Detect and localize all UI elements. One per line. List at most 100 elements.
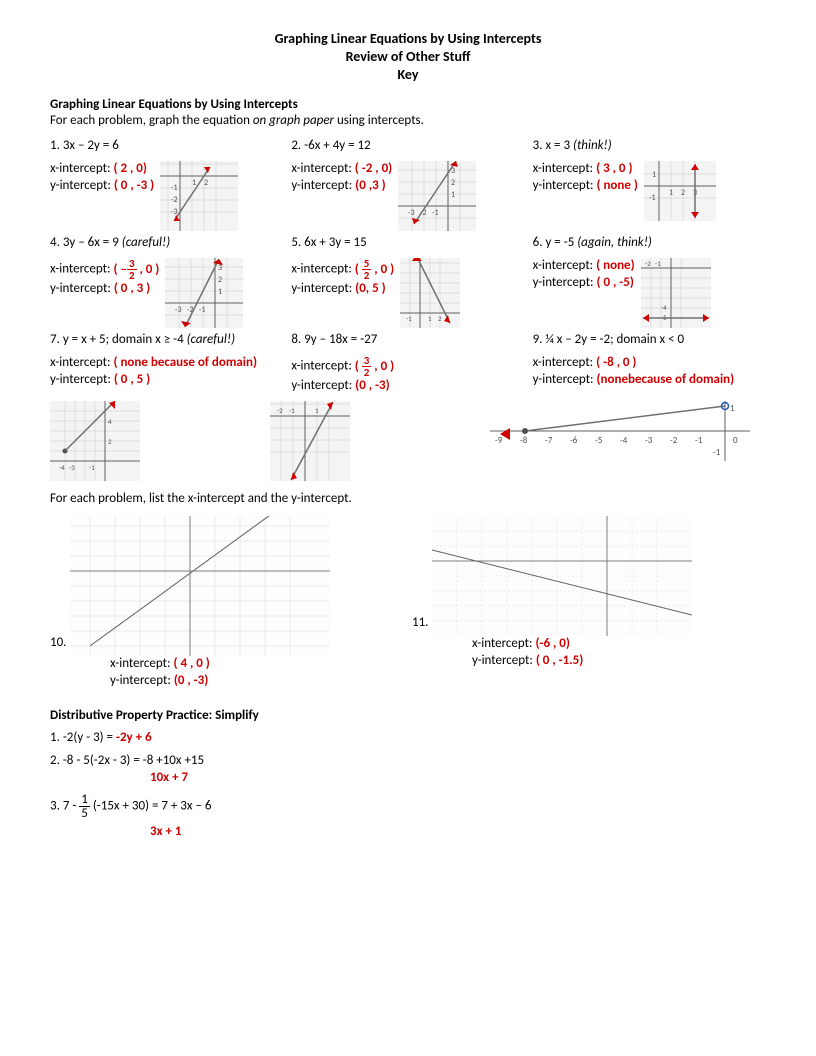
p9-yans: (nonebecause of domain) [596,372,734,387]
p1-xlabel: x-intercept: [50,161,113,176]
p7-eq: y = x + 5; domain x ≥ -4 [63,332,187,347]
svg-text:-1: -1 [649,193,656,203]
dist-1: 1. -2(y - 3) = -2y + 6 [50,730,766,747]
row-2: 4. 3y – 6x = 9 (careful!) x-intercept: (… [50,235,766,328]
problem-9: 9. ¼ x – 2y = -2; domain x < 0 x-interce… [533,332,766,395]
svg-text:1: 1 [730,403,735,414]
p6-ylabel: y-intercept: [533,275,597,290]
d3-expr-post: (-15x + 30) = 7 + 3x – 6 [90,799,212,814]
p1-eq: 3x – 2y = 6 [63,138,119,153]
svg-text:-4: -4 [661,303,667,312]
graph-6: -2-1 -4-5 [641,258,711,328]
problem-2: 2. -6x + 4y = 12 x-intercept: ( -2 , 0) … [291,138,524,231]
svg-text:-1: -1 [695,435,703,446]
p3-ylabel: y-intercept: [533,178,597,193]
svg-text:-1: -1 [89,463,95,472]
d1-expr: -2(y - 3) = [63,730,116,745]
p11-xlabel: x-intercept: [472,636,535,651]
section1-heading: Graphing Linear Equations by Using Inter… [50,97,766,114]
svg-text:2: 2 [451,178,455,188]
p2-eq: -6x + 4y = 12 [304,138,371,153]
problem-7: 7. y = x + 5; domain x ≥ -4 (careful!) x… [50,332,283,395]
p9-num: 9. [533,332,543,347]
p7-ylabel: y-intercept: [50,372,114,387]
p9-eq: ¼ x – 2y = -2; domain x < 0 [545,332,684,347]
svg-text:-7: -7 [545,435,553,446]
d1-ans: -2y + 6 [116,730,152,745]
problem-1: 1. 3x – 2y = 6 x-intercept: ( 2 , 0) y-i… [50,138,283,231]
svg-text:1: 1 [218,287,222,297]
instr-post: using intercepts. [334,113,424,128]
p7-xlabel: x-intercept: [50,355,113,370]
p4-num: 4. [50,235,60,250]
graph-7: -4-3-1 24 [50,401,140,481]
graph-4: -3-2-1 123 [165,258,243,328]
svg-text:-5: -5 [595,435,603,446]
p3-xans: ( 3 , 0 ) [596,161,632,176]
p9-xlabel: x-intercept: [533,355,596,370]
svg-text:1: 1 [669,188,673,198]
p7-xans: ( none because of domain) [113,355,257,370]
svg-text:0: 0 [733,435,738,446]
p8-xlabel: x-intercept: [291,359,354,374]
svg-text:1: 1 [451,190,455,200]
p7-yans: ( 0 , 5 ) [114,372,150,387]
p3-num: 3. [533,138,543,153]
title-line-2: Review of Other Stuff [50,48,766,66]
section1-instructions: For each problem, graph the equation on … [50,113,766,130]
svg-text:-3: -3 [171,207,178,217]
p1-ylabel: y-intercept: [50,178,114,193]
row-1: 1. 3x – 2y = 6 x-intercept: ( 2 , 0) y-i… [50,138,766,231]
svg-text:4: 4 [108,417,112,426]
p11-ylabel: y-intercept: [472,653,536,668]
p11-num: 11. [412,615,428,636]
problem-3: 3. x = 3 (think!) x-intercept: ( 3 , 0 )… [533,138,766,231]
p10-num: 10. [50,635,66,656]
svg-text:-2: -2 [277,406,283,415]
p3-yans: ( none ) [596,178,637,193]
svg-text:-1: -1 [289,406,295,415]
page-title: Graphing Linear Equations by Using Inter… [50,30,766,85]
row-3: 7. y = x + 5; domain x ≥ -4 (careful!) x… [50,332,766,395]
p1-yans: ( 0 , -3 ) [114,178,154,193]
p1-xans: ( 2 , 0) [113,161,146,176]
row-4: 10. x-intercept: ( 4 , 0 ) y-intercept: … [50,516,766,690]
graph-3: 1-1 123 [644,161,716,221]
svg-text:2: 2 [108,437,112,446]
graph-9: -9-8-7-6-5-4-3-2-10 1-1 [490,401,750,461]
instr-ital: on graph paper [253,113,334,128]
dist-3: 3. 7 - 15 (-15x + 30) = 7 + 3x – 6 3x + … [50,793,766,841]
svg-text:-1: -1 [199,305,206,315]
svg-text:-3: -3 [408,208,415,218]
dist-2: 2. -8 - 5(-2x - 3) = -8 +10x +15 10x + 7 [50,753,766,787]
problem-10: 10. x-intercept: ( 4 , 0 ) y-intercept: … [50,516,404,690]
graph-11 [432,516,692,636]
graph-5: -112 [400,258,460,328]
p2-num: 2. [291,138,301,153]
svg-text:-8: -8 [520,435,528,446]
svg-text:-9: -9 [495,435,503,446]
p5-num: 5. [291,235,301,250]
section1b-instructions: For each problem, list the x-intercept a… [50,491,766,508]
svg-text:1: 1 [652,170,656,180]
d3-expr-pre: 7 - [63,799,79,814]
svg-text:-2: -2 [645,259,651,268]
p5-xans: ( 52 , 0 ) [355,262,394,277]
p5-eq: 6x + 3y = 15 [304,235,367,250]
p8-xans: ( 32 , 0 ) [355,359,394,374]
p1-num: 1. [50,138,60,153]
title-line-1: Graphing Linear Equations by Using Inter… [50,30,766,48]
svg-text:-2: -2 [171,195,178,205]
d2-num: 2. [50,753,60,768]
p11-xans: (-6 , 0) [535,636,570,651]
svg-text:1: 1 [428,314,432,323]
problem-4: 4. 3y – 6x = 9 (careful!) x-intercept: (… [50,235,283,328]
p3-eq: x = 3 [545,138,573,153]
svg-text:2: 2 [204,178,208,188]
p9-xans: ( -8 , 0 ) [596,355,636,370]
svg-text:-2: -2 [670,435,678,446]
p6-yans: ( 0 , -5) [596,275,633,290]
svg-text:-3: -3 [69,463,75,472]
svg-text:-3: -3 [645,435,653,446]
svg-text:1: 1 [315,406,319,415]
